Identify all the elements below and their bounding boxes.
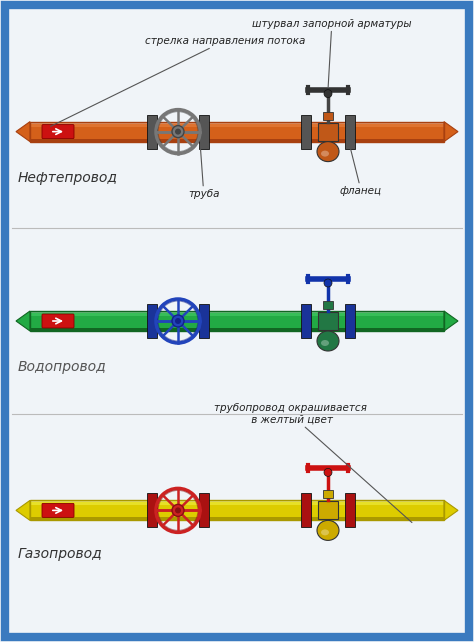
Polygon shape (16, 311, 30, 331)
Bar (318, 123, 338, 141)
FancyBboxPatch shape (42, 503, 74, 517)
FancyBboxPatch shape (42, 314, 74, 328)
Bar (30, 311, 444, 313)
Bar (30, 313, 444, 328)
Bar (301, 494, 311, 527)
Bar (30, 121, 444, 142)
Circle shape (175, 128, 181, 135)
Bar (147, 494, 157, 527)
Circle shape (324, 90, 332, 98)
Circle shape (324, 469, 332, 476)
Bar (30, 311, 444, 331)
Bar (345, 304, 355, 338)
Bar (323, 490, 333, 498)
Text: штурвал запорной арматуры: штурвал запорной арматуры (252, 19, 411, 87)
Bar (345, 494, 355, 527)
Text: стрелка направления потока: стрелка направления потока (51, 35, 305, 126)
Bar (147, 304, 157, 338)
Text: фланец: фланец (340, 150, 382, 196)
Ellipse shape (321, 530, 329, 535)
Bar (301, 304, 311, 338)
Bar (30, 500, 444, 521)
Text: труба: труба (188, 144, 219, 198)
Bar (30, 500, 444, 521)
Bar (323, 112, 333, 119)
Bar (30, 500, 444, 503)
Bar (30, 123, 444, 126)
Text: Нефтепровод: Нефтепровод (18, 171, 118, 185)
Ellipse shape (321, 151, 329, 157)
Polygon shape (444, 311, 458, 331)
Bar (30, 501, 444, 505)
Polygon shape (16, 500, 30, 521)
Bar (30, 121, 444, 142)
Bar (30, 121, 444, 124)
Bar (30, 503, 444, 517)
Circle shape (172, 126, 184, 137)
Bar (345, 115, 355, 148)
Circle shape (172, 505, 184, 516)
Bar (318, 312, 338, 330)
Bar (199, 494, 209, 527)
Ellipse shape (321, 340, 329, 346)
Bar (323, 301, 333, 309)
Bar (30, 124, 444, 139)
Polygon shape (16, 121, 30, 142)
Ellipse shape (317, 521, 339, 541)
FancyBboxPatch shape (42, 125, 74, 139)
Bar (301, 115, 311, 148)
Text: трубопровод окрашивается
 в желтый цвет: трубопровод окрашивается в желтый цвет (214, 403, 412, 523)
Ellipse shape (317, 331, 339, 351)
Bar (199, 304, 209, 338)
Text: Газопровод: Газопровод (18, 548, 103, 561)
Bar (318, 501, 338, 519)
Bar (199, 115, 209, 148)
Bar (30, 312, 444, 316)
Bar (30, 311, 444, 331)
Ellipse shape (317, 142, 339, 162)
Circle shape (324, 279, 332, 287)
Circle shape (172, 315, 184, 327)
Bar (147, 115, 157, 148)
Text: Водопровод: Водопровод (18, 360, 107, 374)
Circle shape (175, 507, 181, 514)
Polygon shape (444, 121, 458, 142)
Polygon shape (444, 500, 458, 521)
Circle shape (175, 318, 181, 324)
